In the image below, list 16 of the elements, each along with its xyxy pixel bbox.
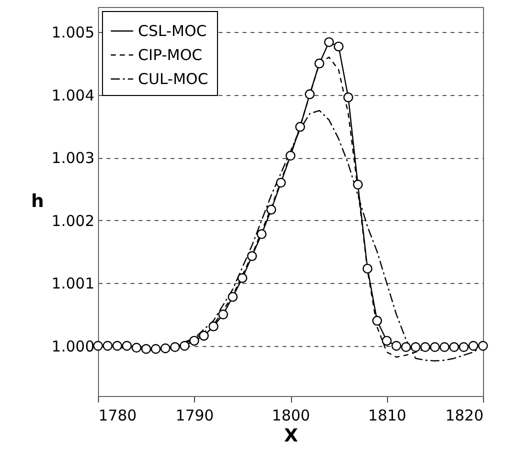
y-axis-title: h [31,191,44,212]
x-tick-label: 1780 [98,406,137,424]
y-tick-label: 1.004 [52,86,94,104]
y-tick-label: 1.000 [52,337,94,356]
y-tick-label: 1.005 [52,24,94,42]
x-tick-label: 1790 [176,406,214,424]
x-tick-label: 1800 [272,406,310,424]
x-tick-label: 1810 [368,406,406,424]
legend-label: CIP-MOC [138,46,202,64]
x-tick-label: 1820 [445,406,484,424]
y-tick-label: 1.001 [52,274,94,293]
legend-label: CUL-MOC [138,70,208,88]
legend-label: CSL-MOC [138,22,207,40]
y-tick-label: 1.002 [52,212,94,230]
y-tick-label: 1.003 [52,149,94,168]
x-axis-title: X [284,426,298,446]
